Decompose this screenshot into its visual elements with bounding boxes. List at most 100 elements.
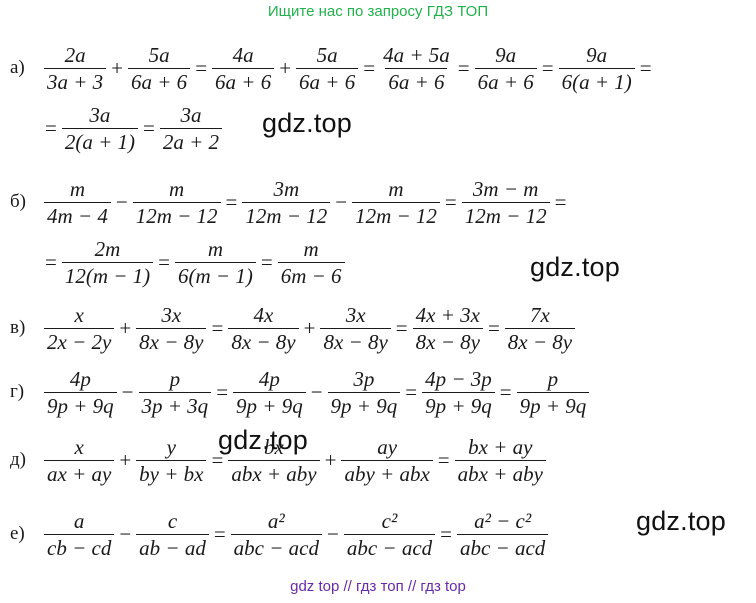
fraction: 4a + 5a 6a + 6 bbox=[380, 43, 453, 94]
denominator: 6a + 6 bbox=[385, 67, 448, 94]
numerator: m bbox=[169, 176, 185, 201]
numerator: 3x bbox=[345, 302, 366, 327]
denominator: 12m − 12 bbox=[242, 201, 331, 228]
denominator: 9p + 9q bbox=[44, 391, 117, 418]
header-banner: Ищите нас по запросу ГДЗ ТОП bbox=[267, 3, 489, 20]
fraction: p 3p + 3q bbox=[138, 367, 212, 418]
operator: = bbox=[45, 249, 57, 274]
numerator: p bbox=[547, 366, 559, 391]
numerator: 2a bbox=[64, 42, 86, 67]
operator: = bbox=[195, 55, 208, 80]
numerator: a² bbox=[267, 508, 285, 533]
fraction: 9a 6(a + 1) bbox=[558, 42, 635, 94]
fraction: c ab − ad bbox=[136, 509, 209, 560]
operator: − bbox=[119, 521, 132, 546]
fraction: bx + ay abx + aby bbox=[454, 435, 546, 486]
item-label: е) bbox=[10, 523, 25, 544]
operator: = bbox=[487, 315, 500, 340]
numerator: 3m bbox=[273, 176, 300, 201]
numerator: 5a bbox=[316, 42, 338, 67]
numerator: a bbox=[73, 508, 85, 533]
denominator: 4m − 4 bbox=[44, 201, 111, 228]
denominator: 6a + 6 bbox=[128, 67, 191, 94]
denominator: 2a + 2 bbox=[159, 127, 223, 154]
equation-row: б) m 4m − 4− m 12m − 12 = 3m 12m − 12− m 12m − 12… bbox=[10, 174, 569, 230]
denominator: 2x − 2y bbox=[44, 327, 115, 354]
equation-row: в) x 2x − 2y +3x 8x − 8y = 4x 8x − 8y +3x 8x − 8y… bbox=[10, 300, 577, 356]
denominator: 3p + 3q bbox=[138, 391, 212, 418]
operator: = bbox=[216, 379, 229, 404]
item-label: б) bbox=[10, 191, 26, 212]
denominator: 6(m − 1) bbox=[175, 261, 256, 288]
numerator: 4x bbox=[253, 302, 274, 327]
operator: = bbox=[395, 315, 408, 340]
fraction: 3x 8x − 8y bbox=[136, 303, 207, 354]
watermark: gdz.top bbox=[262, 108, 352, 138]
operator: = bbox=[457, 55, 470, 80]
fraction: m 6(m − 1) bbox=[175, 237, 256, 288]
numerator: 4p bbox=[69, 366, 91, 391]
operator: + bbox=[324, 447, 337, 472]
numerator: m bbox=[303, 236, 319, 261]
numerator: a² − c² bbox=[474, 508, 532, 533]
operator: = bbox=[213, 521, 226, 546]
operator: = bbox=[639, 55, 652, 80]
numerator: m bbox=[388, 176, 404, 201]
denominator: ab − ad bbox=[136, 533, 209, 560]
fraction: 4x 8x − 8y bbox=[228, 302, 299, 354]
fraction: 7x 8x − 8y bbox=[504, 302, 576, 354]
fraction: 3a 2a + 2 bbox=[159, 103, 223, 154]
operator: + bbox=[279, 55, 292, 80]
denominator: 8x − 8y bbox=[412, 327, 483, 354]
denominator: 9p + 9q bbox=[516, 391, 590, 418]
numerator: 3a bbox=[89, 102, 111, 127]
operator: = bbox=[541, 55, 554, 80]
numerator: m bbox=[69, 176, 85, 201]
operator: = bbox=[405, 379, 418, 404]
fraction: 4p 9p + 9q bbox=[44, 367, 117, 418]
denominator: abx + aby bbox=[454, 459, 546, 486]
denominator: abx + aby bbox=[228, 459, 320, 486]
denominator: abc − acd bbox=[456, 533, 549, 560]
fraction: 3x 8x − 8y bbox=[320, 302, 391, 354]
equation-row: = 3a 2(a + 1) = 3a 2a + 2 bbox=[10, 100, 224, 156]
numerator: 3p bbox=[353, 366, 375, 391]
fraction: y by + bx bbox=[136, 435, 207, 486]
denominator: 12m − 12 bbox=[132, 201, 221, 228]
footer-banner: gdz top // гдз топ // гдз top bbox=[290, 578, 466, 595]
fraction: 3a 2(a + 1) bbox=[61, 102, 139, 154]
fraction: 4p − 3p 9p + 9q bbox=[422, 367, 495, 418]
equation-row: а) 2a 3a + 3 +5a 6a + 6 = 4a 6a + 6 +5a 6a + 6 = 4a… bbox=[10, 40, 655, 96]
fraction: 3p 9p + 9q bbox=[327, 366, 401, 418]
item-label: г) bbox=[10, 381, 25, 402]
numerator: 7x bbox=[530, 302, 550, 327]
denominator: 12m − 12 bbox=[352, 201, 440, 228]
operator: = bbox=[437, 447, 450, 472]
denominator: by + bx bbox=[136, 459, 207, 486]
fraction: 5a 6a + 6 bbox=[296, 42, 359, 94]
denominator: 8x − 8y bbox=[136, 327, 207, 354]
denominator: 3a + 3 bbox=[44, 67, 107, 94]
numerator: c² bbox=[381, 508, 398, 533]
equation-row: г) 4p 9p + 9q − p 3p + 3q = 4p 9p + 9q −3p 9p + 9q… bbox=[10, 364, 591, 420]
fraction: a² abc − acd bbox=[230, 508, 322, 560]
numerator: bx bbox=[264, 434, 284, 459]
fraction: ay aby + abx bbox=[341, 435, 433, 486]
equation-row: д) x ax + ay + y by + bx = bx abx + aby + ay aby + … bbox=[10, 432, 548, 488]
equation-row: = 2m 12(m − 1) = m 6(m − 1) = m 6m − 6 bbox=[10, 234, 347, 290]
denominator: 6a + 6 bbox=[474, 67, 537, 94]
fraction: p 9p + 9q bbox=[516, 366, 590, 418]
fraction: a² − c² abc − acd bbox=[456, 508, 549, 560]
operator: = bbox=[554, 189, 567, 214]
fraction: 4a 6a + 6 bbox=[212, 43, 275, 94]
denominator: 8x − 8y bbox=[320, 327, 391, 354]
numerator: 9a bbox=[586, 42, 608, 67]
denominator: 12m − 12 bbox=[461, 201, 550, 228]
denominator: 6m − 6 bbox=[277, 261, 345, 288]
item-label: в) bbox=[10, 317, 26, 338]
denominator: 2(a + 1) bbox=[61, 127, 139, 154]
item-label: д) bbox=[10, 449, 26, 470]
fraction: 9a 6a + 6 bbox=[474, 43, 537, 94]
fraction: 2a 3a + 3 bbox=[44, 42, 107, 94]
denominator: 8x − 8y bbox=[228, 327, 299, 354]
